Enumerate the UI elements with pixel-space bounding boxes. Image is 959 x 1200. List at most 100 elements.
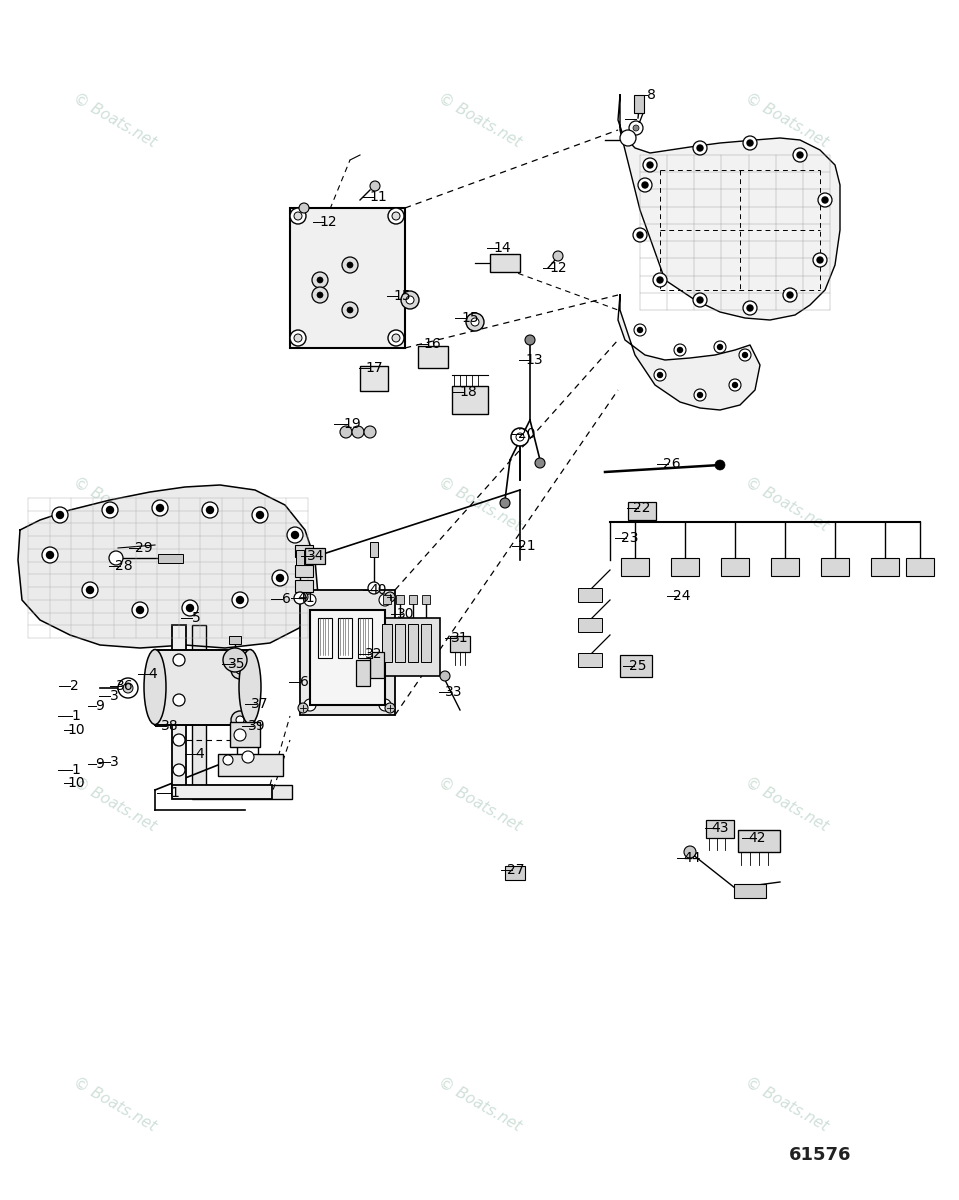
Bar	[408, 624, 418, 662]
Circle shape	[677, 348, 683, 353]
Circle shape	[102, 502, 118, 518]
Bar	[409, 595, 417, 604]
Text: 9: 9	[96, 757, 105, 770]
Bar	[505, 866, 525, 880]
Circle shape	[715, 460, 725, 470]
Ellipse shape	[239, 649, 261, 725]
Circle shape	[109, 551, 123, 565]
Circle shape	[304, 698, 316, 710]
Circle shape	[817, 257, 823, 263]
Circle shape	[234, 728, 246, 740]
Circle shape	[236, 716, 244, 724]
Circle shape	[241, 721, 259, 739]
Circle shape	[317, 277, 323, 283]
Bar	[192, 785, 292, 799]
Circle shape	[246, 726, 254, 734]
Circle shape	[739, 349, 751, 361]
Text: 3: 3	[109, 689, 118, 703]
Bar	[821, 558, 849, 576]
Circle shape	[370, 181, 380, 191]
Circle shape	[693, 293, 707, 307]
Circle shape	[638, 328, 643, 332]
Circle shape	[466, 313, 484, 331]
Bar	[378, 618, 440, 676]
Text: 3: 3	[109, 755, 118, 769]
Circle shape	[633, 125, 639, 131]
Circle shape	[294, 334, 302, 342]
Circle shape	[697, 296, 703, 302]
Text: 8: 8	[646, 88, 655, 102]
Circle shape	[553, 251, 563, 260]
Bar	[338, 618, 352, 658]
Text: 12: 12	[550, 260, 567, 275]
Circle shape	[693, 140, 707, 155]
Bar	[295, 545, 313, 557]
Circle shape	[364, 426, 376, 438]
Circle shape	[657, 277, 663, 283]
Bar	[155, 650, 250, 725]
Text: 17: 17	[365, 361, 383, 374]
Text: 28: 28	[115, 559, 132, 572]
Text: 33: 33	[445, 685, 463, 698]
Text: 9: 9	[96, 698, 105, 713]
Circle shape	[813, 253, 827, 266]
Bar	[382, 624, 392, 662]
Circle shape	[511, 428, 529, 446]
Circle shape	[298, 592, 308, 602]
Circle shape	[136, 606, 144, 613]
Bar	[422, 595, 430, 604]
Circle shape	[57, 511, 63, 518]
Bar	[218, 754, 283, 776]
Circle shape	[471, 318, 479, 326]
Bar	[452, 386, 488, 414]
Bar	[229, 636, 241, 644]
Bar	[370, 652, 384, 678]
Text: 32: 32	[365, 647, 383, 661]
Bar	[706, 820, 734, 838]
Circle shape	[643, 158, 657, 172]
Circle shape	[156, 504, 163, 511]
Circle shape	[747, 140, 753, 146]
Circle shape	[729, 379, 741, 391]
Circle shape	[385, 592, 395, 602]
Bar	[620, 655, 652, 677]
Circle shape	[347, 262, 353, 268]
Bar	[418, 346, 448, 368]
Text: 36: 36	[116, 679, 134, 692]
Circle shape	[535, 458, 545, 468]
Circle shape	[642, 182, 648, 188]
Circle shape	[246, 671, 254, 679]
Circle shape	[352, 426, 364, 438]
Circle shape	[252, 506, 268, 523]
Circle shape	[241, 666, 259, 684]
Bar	[290, 208, 405, 348]
Circle shape	[231, 661, 249, 679]
Circle shape	[202, 502, 218, 518]
Text: 15: 15	[461, 311, 479, 325]
Circle shape	[747, 305, 753, 311]
Circle shape	[272, 570, 288, 586]
Circle shape	[743, 301, 757, 314]
Circle shape	[629, 121, 643, 134]
Text: 15: 15	[393, 289, 410, 302]
Bar	[871, 558, 899, 576]
Circle shape	[173, 734, 185, 746]
Circle shape	[658, 372, 663, 378]
Circle shape	[637, 232, 643, 238]
Circle shape	[406, 296, 414, 304]
Bar	[158, 554, 183, 563]
Circle shape	[500, 498, 510, 508]
Text: 30: 30	[397, 607, 414, 622]
Circle shape	[647, 162, 653, 168]
Bar	[305, 548, 325, 564]
Circle shape	[236, 666, 244, 674]
Text: 18: 18	[459, 385, 477, 398]
Circle shape	[106, 506, 113, 514]
Circle shape	[379, 594, 391, 606]
Circle shape	[714, 341, 726, 353]
Circle shape	[118, 678, 138, 698]
Circle shape	[290, 208, 306, 224]
Bar	[578, 618, 602, 632]
Circle shape	[388, 330, 404, 346]
Text: 20: 20	[518, 427, 536, 440]
